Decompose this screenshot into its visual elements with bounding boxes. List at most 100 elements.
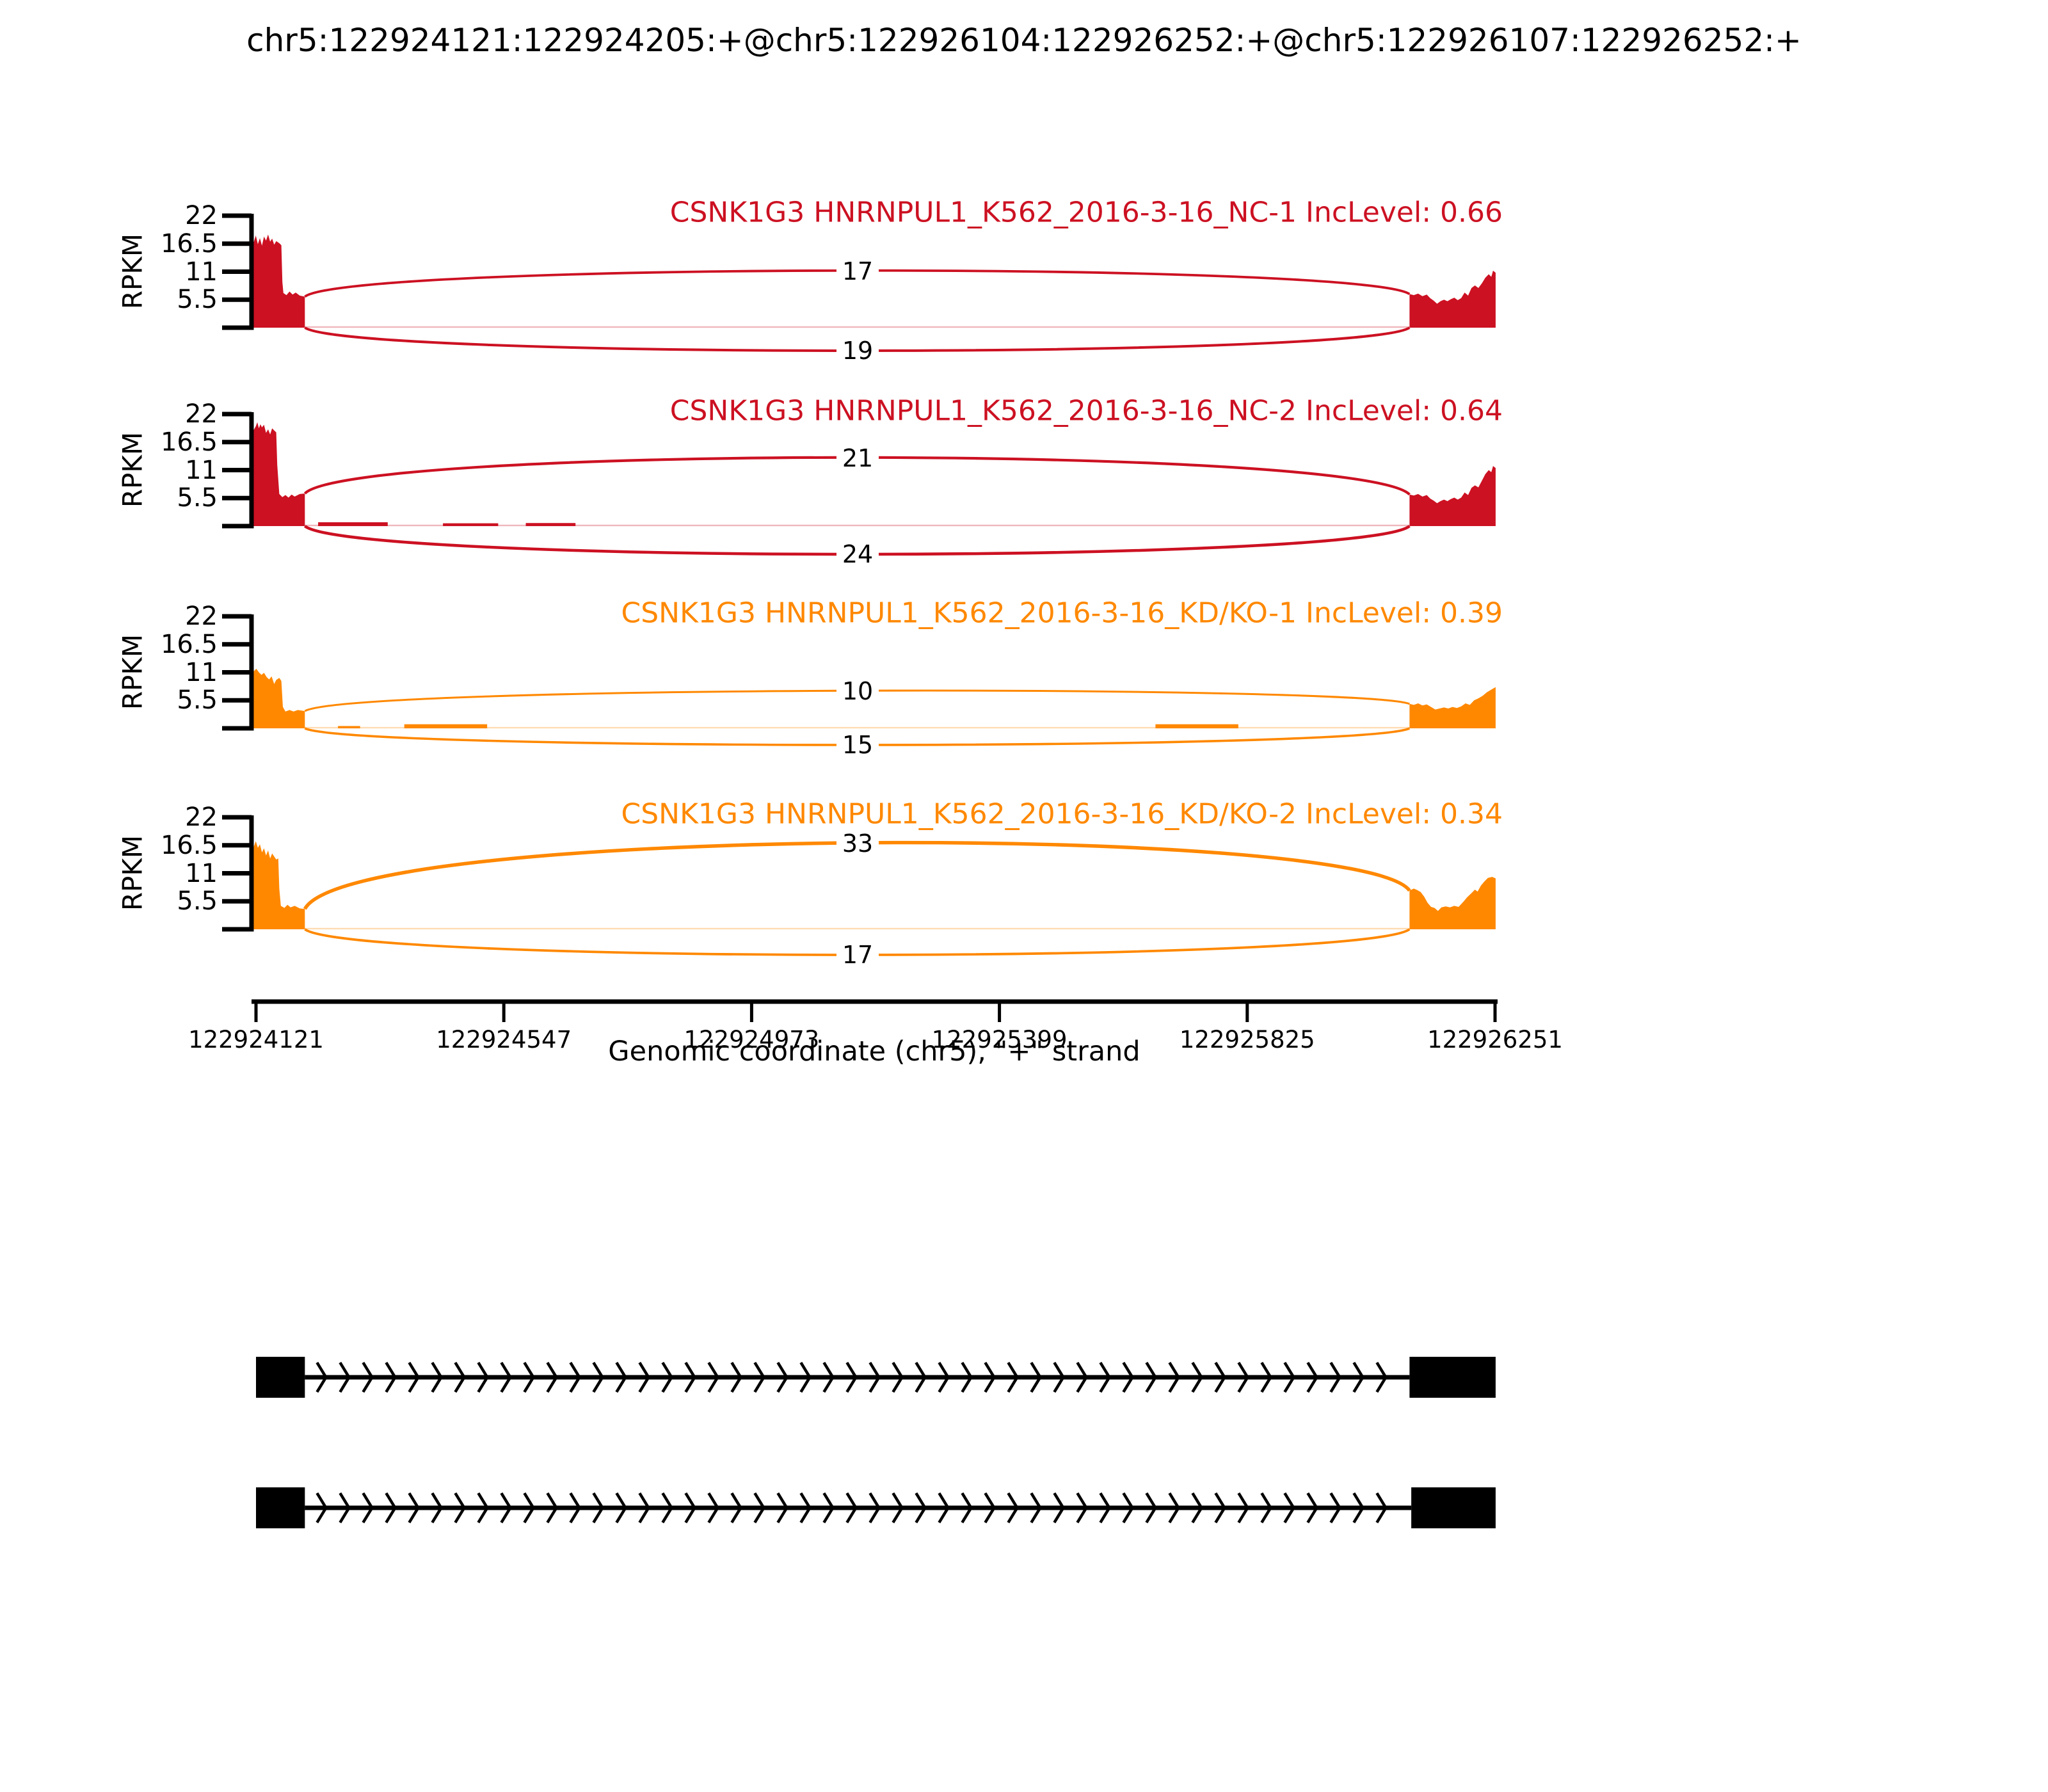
isoform-strand-arrow — [753, 1492, 765, 1524]
junction-count-bg — [836, 676, 879, 707]
isoform-strand-arrow — [569, 1492, 581, 1524]
isoform-strand-arrow — [1053, 1492, 1065, 1524]
isoform-strand-arrow — [454, 1361, 466, 1393]
isoform-intron-line — [305, 1505, 1412, 1510]
coverage-area-left-exon — [253, 234, 305, 328]
y-axis-rpkm-label: RPKM — [116, 634, 148, 710]
isoform-strand-arrow — [845, 1361, 858, 1393]
isoform-strand-arrow — [316, 1492, 328, 1524]
isoform-strand-arrow — [1306, 1361, 1318, 1393]
isoform-strand-arrow — [1191, 1492, 1203, 1524]
coverage-area-right-exon — [1409, 466, 1496, 526]
isoform-strand-arrow — [1329, 1492, 1341, 1524]
isoform-strand-arrow — [1007, 1361, 1019, 1393]
y-tick-label: 11 — [185, 657, 218, 687]
coverage-area-right-exon — [1409, 877, 1496, 929]
isoform-strand-arrow — [592, 1492, 604, 1524]
junction-count-label: 17 — [842, 257, 873, 285]
isoform-strand-arrow — [546, 1492, 558, 1524]
junction-count-bg — [836, 256, 879, 287]
junction-count-label: 17 — [842, 941, 873, 969]
isoform-strand-arrow — [569, 1361, 581, 1393]
y-tick-label: 5.5 — [177, 285, 218, 315]
isoform-strand-arrow — [845, 1492, 858, 1524]
isoform-strand-arrow — [961, 1492, 973, 1524]
isoform-strand-arrow — [915, 1492, 927, 1524]
isoform-strand-arrow — [892, 1492, 904, 1524]
junction-count-label: 19 — [842, 337, 873, 365]
isoform-strand-arrow — [1191, 1361, 1203, 1393]
isoform-strand-arrow — [776, 1361, 788, 1393]
isoform-strand-arrow — [1053, 1361, 1065, 1393]
y-tick-label: 22 — [185, 399, 218, 429]
isoform-strand-arrow — [799, 1492, 812, 1524]
isoform-strand-arrow — [1352, 1361, 1364, 1393]
junction-count-bg — [836, 335, 879, 366]
y-tick-label: 16.5 — [160, 228, 218, 259]
isoform-strand-arrow — [1168, 1361, 1180, 1393]
x-tick-label: 122924973 — [684, 1026, 820, 1053]
y-tick-label: 11 — [185, 858, 218, 888]
isoform-strand-arrow — [592, 1361, 604, 1393]
junction-count-bg — [836, 828, 879, 859]
junction-count-label: 21 — [842, 444, 873, 472]
y-tick-label: 16.5 — [160, 629, 218, 659]
isoform-strand-arrow — [1352, 1492, 1364, 1524]
isoform-strand-arrow — [730, 1361, 742, 1393]
isoform-strand-arrow — [362, 1492, 374, 1524]
isoform-strand-arrow — [477, 1361, 489, 1393]
isoform-strand-arrow — [1214, 1361, 1226, 1393]
isoform-strand-arrow — [408, 1361, 420, 1393]
isoform-strand-arrow — [385, 1361, 397, 1393]
isoform-strand-arrow — [316, 1361, 328, 1393]
isoform-strand-arrow — [1260, 1492, 1272, 1524]
isoform-strand-arrow — [822, 1492, 835, 1524]
junction-count-label: 10 — [842, 677, 873, 705]
track-label: CSNK1G3 HNRNPUL1_K562_2016-3-16_KD/KO-1 … — [621, 596, 1503, 630]
isoform-strand-arrow — [339, 1492, 351, 1524]
isoform-strand-arrow — [431, 1361, 443, 1393]
x-tick-label: 122925399 — [931, 1026, 1068, 1053]
isoform-strand-arrow — [661, 1361, 673, 1393]
coverage-area-left-exon — [253, 841, 305, 929]
isoform-strand-arrow — [868, 1492, 881, 1524]
isoform-strand-arrow — [1329, 1361, 1341, 1393]
intron-coverage-blip — [404, 724, 488, 728]
junction-count-label: 24 — [842, 540, 873, 568]
y-tick-label: 16.5 — [160, 427, 218, 457]
isoform-strand-arrow — [408, 1492, 420, 1524]
isoform-strand-arrow — [684, 1492, 696, 1524]
isoform-strand-arrow — [1076, 1361, 1088, 1393]
isoform-strand-arrow — [1214, 1492, 1226, 1524]
isoform-strand-arrow — [1306, 1492, 1318, 1524]
track-label: CSNK1G3 HNRNPUL1_K562_2016-3-16_NC-2 Inc… — [669, 394, 1503, 428]
y-axis-rpkm-label: RPKM — [116, 835, 148, 911]
isoform-exon — [1411, 1487, 1496, 1528]
y-tick-label: 5.5 — [177, 483, 218, 513]
y-tick-label: 11 — [185, 257, 218, 287]
x-tick-label: 122924547 — [436, 1026, 572, 1053]
figure-title: chr5:122924121:122924205:+@chr5:12292610… — [246, 22, 1802, 59]
isoform-strand-arrow — [776, 1492, 788, 1524]
isoform-strand-arrow — [938, 1361, 950, 1393]
junction-count-bg — [836, 730, 879, 760]
isoform-strand-arrow — [1099, 1492, 1111, 1524]
y-tick-label: 16.5 — [160, 830, 218, 860]
coverage-area-right-exon — [1409, 687, 1496, 728]
intron-coverage-blip — [1155, 724, 1238, 728]
intron-coverage-blip — [338, 726, 360, 728]
intron-coverage-blip — [318, 522, 388, 526]
coverage-area-left-exon — [253, 668, 305, 728]
isoform-strand-arrow — [339, 1361, 351, 1393]
isoform-strand-arrow — [1122, 1492, 1134, 1524]
isoform-strand-arrow — [799, 1361, 812, 1393]
isoform-strand-arrow — [1375, 1361, 1388, 1393]
isoform-strand-arrow — [730, 1492, 742, 1524]
y-axis-rpkm-label: RPKM — [116, 233, 148, 310]
isoform-strand-arrow — [868, 1361, 881, 1393]
isoform-strand-arrow — [1168, 1492, 1180, 1524]
x-axis-title: Genomic coordinate (chr5), "+" strand — [608, 1036, 1140, 1068]
junction-count-bg — [836, 443, 879, 474]
